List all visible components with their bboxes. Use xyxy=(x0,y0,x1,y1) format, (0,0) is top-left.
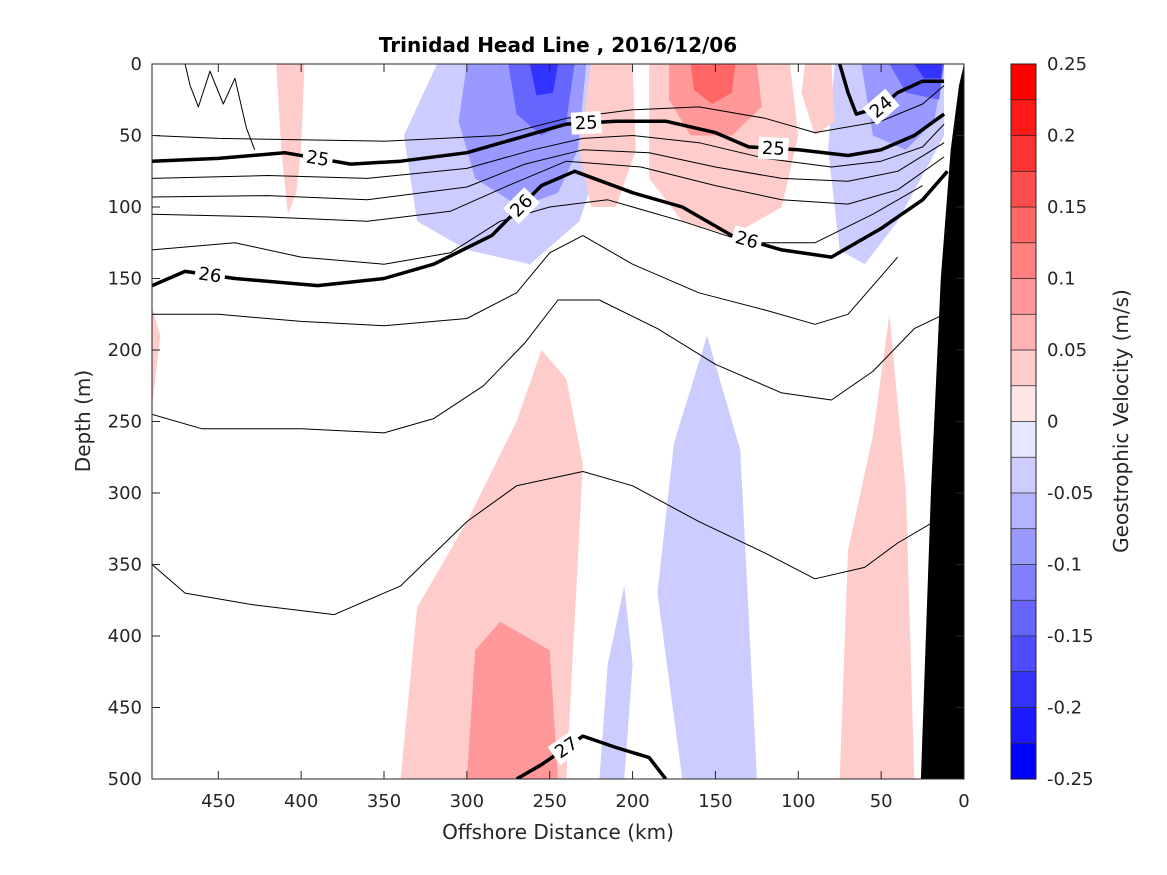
y-tick-label: 250 xyxy=(108,412,142,433)
colorbar-tick-label: 0.15 xyxy=(1047,197,1087,218)
x-tick-label: 450 xyxy=(201,791,235,812)
colorbar-band xyxy=(1011,350,1036,387)
colorbar-band xyxy=(1011,493,1036,530)
colorbar-tick-label: 0.1 xyxy=(1047,269,1076,290)
colorbar-band xyxy=(1011,564,1036,601)
colorbar-tick-label: -0.25 xyxy=(1047,769,1094,790)
colorbar-band xyxy=(1011,278,1036,315)
colorbar-tick-label: 0.2 xyxy=(1047,126,1076,147)
x-tick-label: 350 xyxy=(367,791,401,812)
x-tick-label: 400 xyxy=(284,791,318,812)
x-tick-label: 300 xyxy=(450,791,484,812)
isopycnal-27 xyxy=(515,734,668,779)
colorbar-band xyxy=(1011,457,1036,494)
colorbar: -0.25 -0.2 -0.15 -0.1 -0.05 0 0.05 0.1 0.15 0.2 0.… xyxy=(1010,54,1094,790)
velocity-region-positive-15 xyxy=(801,64,835,136)
colorbar-band xyxy=(1011,135,1036,172)
y-axis-label: Depth (m) xyxy=(71,370,95,472)
plot-area xyxy=(152,64,964,779)
contour-label-text-25: 25 xyxy=(574,112,598,134)
y-tick-label: 400 xyxy=(108,626,142,647)
isopycnal-line-9 xyxy=(152,235,899,327)
bathymetry xyxy=(920,64,964,779)
velocity-region-negative-3 xyxy=(529,64,558,96)
colorbar-tick-label: -0.05 xyxy=(1047,483,1094,504)
bathymetry-layer xyxy=(920,64,964,779)
colorbar-tick-label: 0.25 xyxy=(1047,54,1087,75)
contour-label-text-26: 26 xyxy=(197,263,223,287)
x-tick-label: 150 xyxy=(698,791,732,812)
colorbar-band xyxy=(1011,636,1036,673)
isopycnal-line-5 xyxy=(152,123,945,179)
y-axis-ticks: 0 50 100 150 200 250 300 350 400 450 500 xyxy=(108,54,964,790)
isopycnal-layer xyxy=(152,64,949,779)
y-tick-label: 500 xyxy=(108,769,142,790)
isopycnal-line-7 xyxy=(152,156,945,222)
velocity-region-positive-20 xyxy=(152,307,161,408)
contour-label-text-25: 25 xyxy=(761,138,785,160)
contour-label-25-1: 25 xyxy=(570,111,602,135)
contour-label-25-0: 25 xyxy=(301,145,335,172)
y-tick-label: 200 xyxy=(108,340,142,361)
x-axis-ticks: 450 400 350 300 250 200 150 100 50 0 xyxy=(201,64,970,812)
x-tick-label: 0 xyxy=(958,791,969,812)
y-tick-label: 450 xyxy=(108,698,142,719)
y-tick-label: 50 xyxy=(119,126,142,147)
colorbar-band xyxy=(1011,707,1036,744)
colorbar-tick-label: -0.15 xyxy=(1047,626,1094,647)
isopycnal-line-12 xyxy=(184,64,256,150)
velocity-region-positive-11 xyxy=(579,64,636,207)
colorbar-band xyxy=(1011,528,1036,566)
colorbar-band xyxy=(1011,99,1036,137)
colorbar-band xyxy=(1011,171,1036,208)
x-tick-label: 250 xyxy=(533,791,567,812)
isopycnal-line-10 xyxy=(152,299,945,434)
isopycnal-line-4 xyxy=(152,85,945,142)
contour-label-26-2: 26 xyxy=(729,225,765,255)
colorbar-band xyxy=(1011,242,1036,280)
velocity-region-negative-8 xyxy=(657,335,757,779)
velocity-region-negative-2 xyxy=(508,64,575,136)
isopycnal-line-8 xyxy=(152,185,923,265)
colorbar-band xyxy=(1011,421,1036,458)
velocity-region-positive-17 xyxy=(466,621,558,779)
y-tick-label: 300 xyxy=(108,483,142,504)
colorbar-tick-label: 0 xyxy=(1047,412,1058,433)
contour-label-text-25: 25 xyxy=(305,147,331,172)
colorbar-tick-label: -0.2 xyxy=(1047,698,1082,719)
chart-title: Trinidad Head Line , 2016/12/06 xyxy=(379,33,737,57)
x-tick-label: 200 xyxy=(615,791,649,812)
colorbar-band xyxy=(1011,385,1036,423)
colorbar-tick-label: 0.05 xyxy=(1047,340,1087,361)
y-tick-label: 0 xyxy=(131,54,142,75)
velocity-region-negative-7 xyxy=(914,64,943,79)
colorbar-label: Geostrophic Velocity (m/s) xyxy=(1109,289,1133,553)
colorbar-frame xyxy=(1010,63,1037,780)
y-tick-label: 350 xyxy=(108,555,142,576)
y-tick-label: 100 xyxy=(108,197,142,218)
contour-label-26-0: 26 xyxy=(193,261,227,288)
colorbar-band xyxy=(1011,671,1036,709)
isopycnal-line-11 xyxy=(152,471,940,616)
x-tick-label: 50 xyxy=(870,791,893,812)
contour-label-25-2: 25 xyxy=(757,136,790,161)
colorbar-band xyxy=(1011,64,1036,101)
isopycnal-line-6 xyxy=(152,142,945,201)
y-tick-label: 150 xyxy=(108,269,142,290)
isopycnal-26 xyxy=(152,169,949,288)
velocity-region-positive-14 xyxy=(690,64,736,104)
x-axis-label: Offshore Distance (km) xyxy=(442,820,674,844)
colorbar-band xyxy=(1011,743,1036,780)
x-tick-label: 100 xyxy=(781,791,815,812)
colorbar-band xyxy=(1011,314,1036,351)
velocity-region-negative-9 xyxy=(599,585,633,779)
colorbar-tick-label: -0.1 xyxy=(1047,555,1082,576)
velocity-region-positive-18 xyxy=(839,314,915,779)
colorbar-band xyxy=(1011,207,1036,244)
colorbar-band xyxy=(1011,600,1036,637)
